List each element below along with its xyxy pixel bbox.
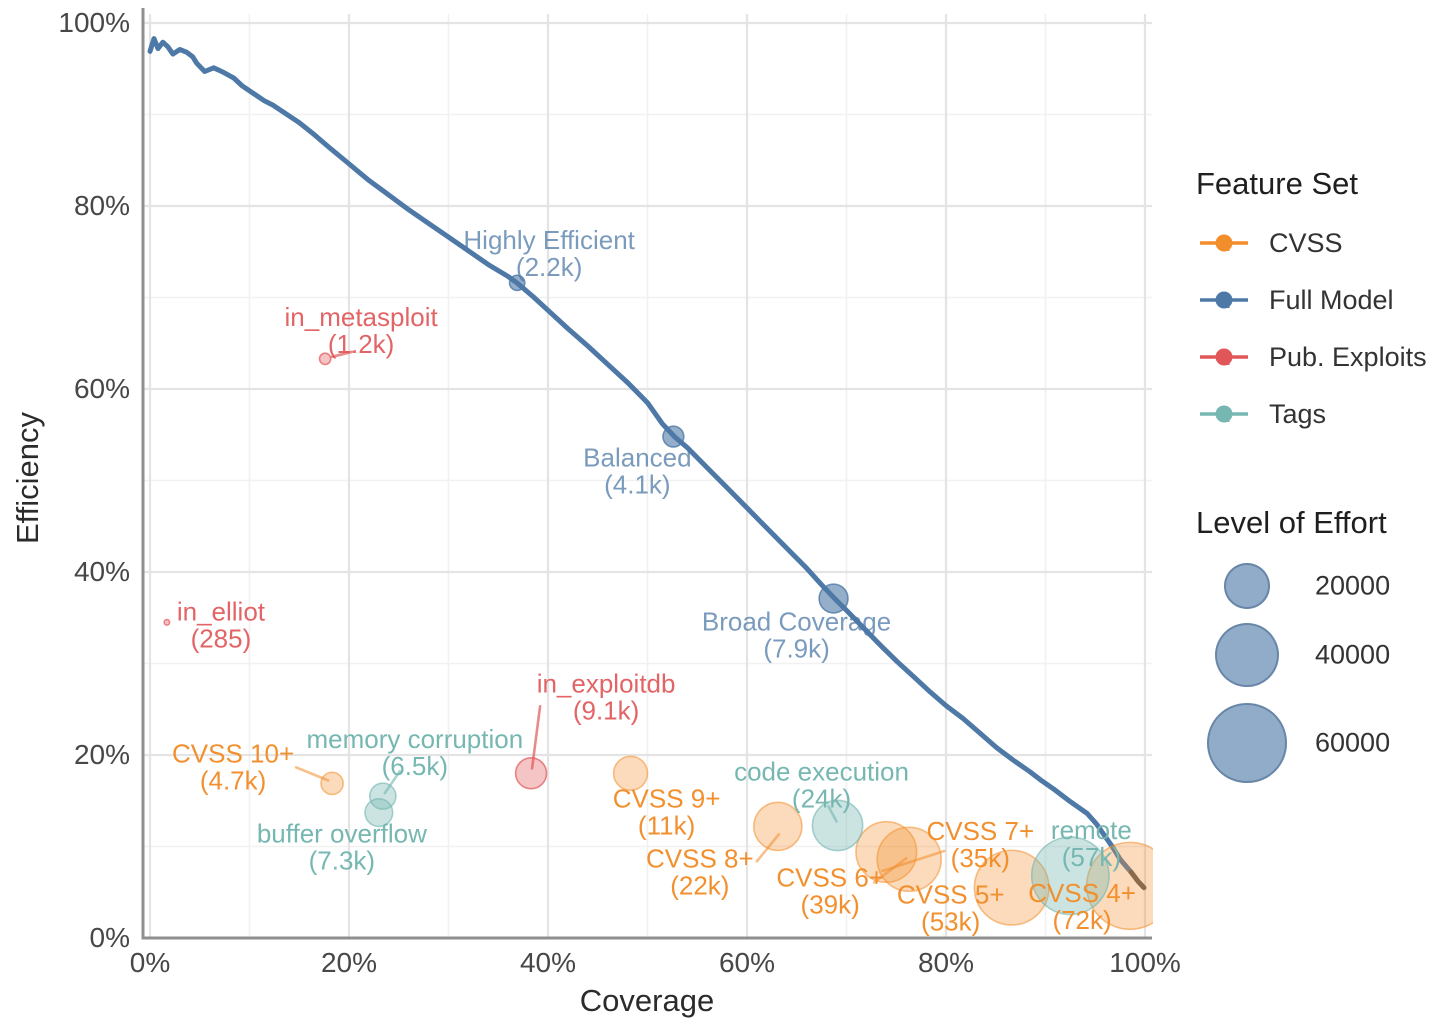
- label-cvss-7: CVSS 7+ (35k): [926, 816, 1034, 873]
- point-balanced: [662, 425, 685, 448]
- label-in-metasploit: in_metasploit (1.2k): [285, 302, 439, 359]
- label-remote: remote (57k): [1051, 815, 1132, 872]
- point-buffer-overflow: [364, 798, 394, 828]
- legend-key-cvss: a: [1200, 234, 1248, 256]
- legend-label: CVSS: [1269, 227, 1343, 258]
- svg-text:a: a: [1218, 234, 1230, 256]
- label-cvss-6: CVSS 6+ (39k): [776, 862, 884, 919]
- label-cvss-5: CVSS 5+ (53k): [897, 880, 1005, 937]
- legend-entry-tags: a Tags: [1199, 396, 1326, 432]
- y-tick-0: 0%: [90, 922, 130, 953]
- size-label-60000: 60000: [1315, 727, 1391, 758]
- x-tick-20: 20%: [321, 947, 377, 978]
- legend-entry-full-model: a Full Model: [1199, 282, 1394, 318]
- legend-label: Full Model: [1269, 284, 1394, 315]
- leader-cvss-10: [294, 766, 330, 782]
- y-tick-40: 40%: [74, 556, 130, 587]
- feature-set-legend-title: Feature Set: [1196, 166, 1358, 201]
- point-cvss-9: [612, 755, 649, 792]
- point-code-execution: [811, 799, 864, 852]
- size-label-20000: 20000: [1315, 570, 1391, 601]
- leader-in-exploitdb: [530, 704, 542, 770]
- label-highly-efficient: Highly Efficient (2.2k): [463, 225, 635, 282]
- point-cvss-5: [973, 849, 1050, 926]
- y-axis-title: Efficiency: [10, 411, 45, 545]
- label-broad-coverage: Broad Coverage (7.9k): [702, 607, 891, 664]
- point-in-exploitdb: [514, 757, 548, 790]
- label-buffer-overflow: buffer overflow (7.3k): [257, 819, 427, 876]
- point-remote: [1030, 836, 1110, 916]
- label-cvss-8: CVSS 8+ (22k): [646, 843, 754, 900]
- label-cvss-10: CVSS 10+ (4.7k): [172, 738, 294, 795]
- legend-entry-cvss: a CVSS: [1199, 225, 1343, 261]
- leader-in-metasploit: [330, 350, 354, 359]
- x-tick-80: 80%: [918, 947, 974, 978]
- label-cvss-9: CVSS 9+ (11k): [613, 783, 721, 840]
- size-key-60000: [1207, 703, 1287, 783]
- legend-key-pub-exploits: a: [1200, 348, 1248, 370]
- legend-label: Pub. Exploits: [1269, 341, 1427, 372]
- svg-text:a: a: [1218, 348, 1230, 370]
- x-tick-100: 100%: [1109, 947, 1181, 978]
- svg-text:a: a: [1218, 291, 1230, 313]
- point-broad-coverage: [818, 583, 849, 614]
- size-key-20000: [1224, 563, 1270, 609]
- point-in-metasploit: [318, 352, 332, 366]
- x-tick-0: 0%: [130, 947, 170, 978]
- label-in-exploitdb: in_exploitdb (9.1k): [537, 668, 676, 725]
- size-label-40000: 40000: [1315, 639, 1391, 670]
- x-tick-40: 40%: [520, 947, 576, 978]
- point-in-elliot: [163, 618, 171, 626]
- x-axis-title: Coverage: [579, 983, 715, 1018]
- label-cvss-4: CVSS 4+ (72k): [1028, 878, 1136, 935]
- point-cvss-8: [753, 801, 803, 852]
- point-cvss-4: [1085, 841, 1153, 931]
- frontier-line-full-model: [147, 36, 1134, 875]
- frontier-line-tail: [1128, 869, 1147, 891]
- leader-cvss-6: [872, 857, 908, 884]
- label-balanced: Balanced (4.1k): [583, 443, 691, 500]
- label-in-elliot: in_elliot (285): [177, 596, 266, 653]
- size-key-40000: [1214, 622, 1280, 688]
- plot-area: [147, 36, 1153, 931]
- legend-label: Tags: [1269, 398, 1327, 429]
- legend-entry-pub-exploits: a Pub. Exploits: [1199, 339, 1427, 375]
- leader-cvss-8: [755, 833, 781, 863]
- legend-key-full-model: a: [1200, 291, 1248, 313]
- leader-memory-corruption: [383, 769, 402, 795]
- leader-code-execution: [827, 805, 838, 823]
- label-code-execution: code execution (24k): [734, 756, 909, 813]
- effort-legend-title: Level of Effort: [1196, 505, 1387, 540]
- y-tick-20: 20%: [74, 739, 130, 770]
- y-tick-80: 80%: [74, 190, 130, 221]
- y-tick-100: 100%: [58, 7, 130, 38]
- point-highly-efficient: [508, 274, 526, 292]
- label-memory-corruption: memory corruption (6.5k): [306, 724, 523, 781]
- x-tick-60: 60%: [719, 947, 775, 978]
- svg-text:a: a: [1218, 405, 1230, 427]
- legend-key-tags: a: [1200, 405, 1248, 427]
- y-tick-60: 60%: [74, 373, 130, 404]
- point-cvss-10: [320, 771, 344, 796]
- point-cvss-6: [876, 826, 942, 893]
